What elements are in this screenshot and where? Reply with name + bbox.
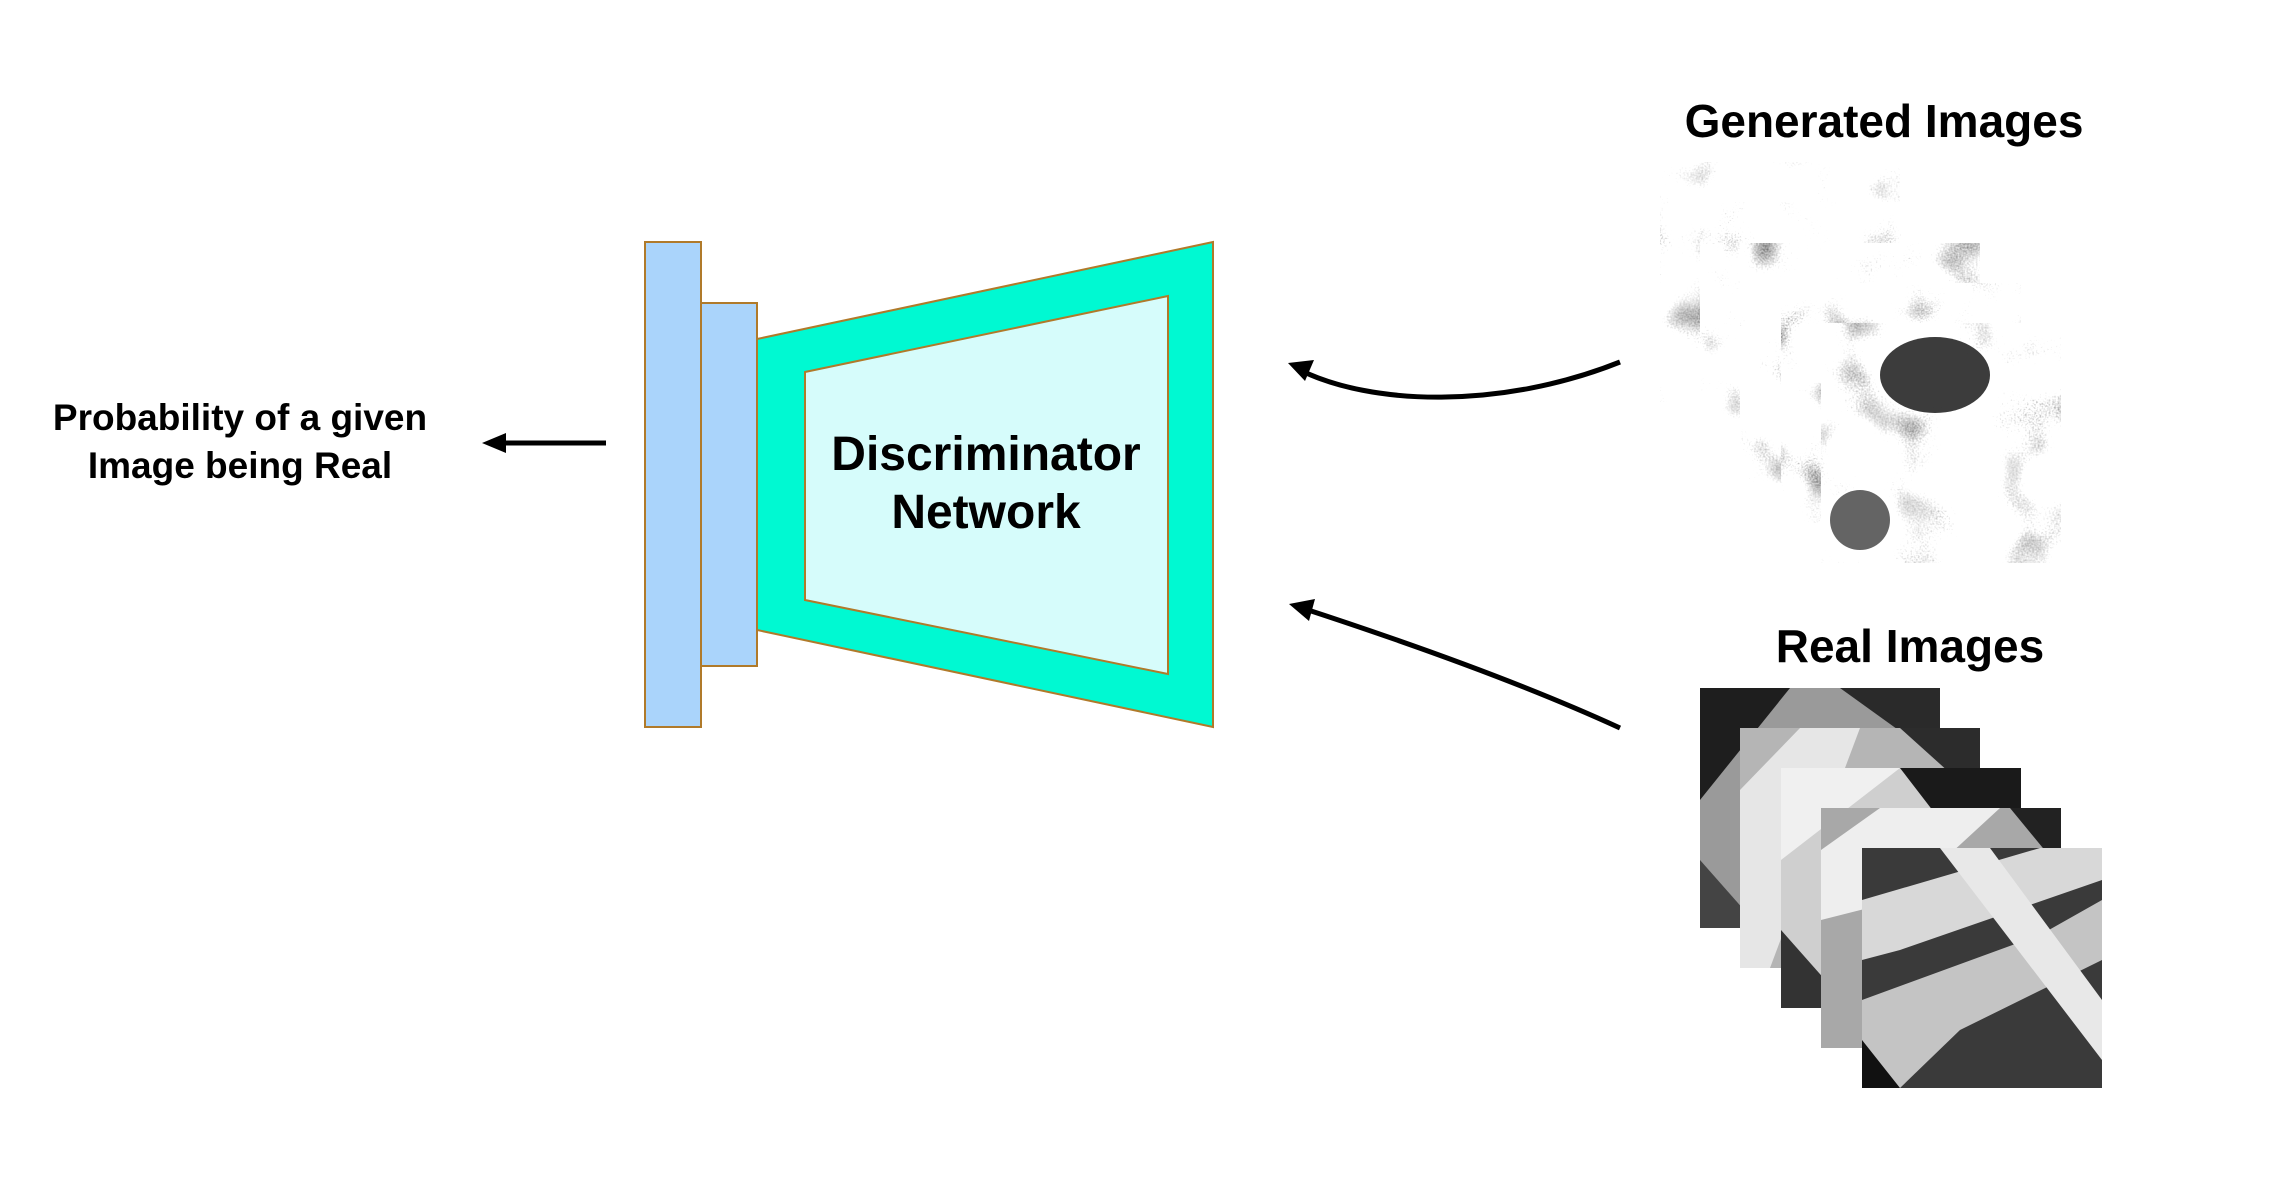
generated-images-label: Generated Images (1685, 95, 2084, 147)
real-images-label: Real Images (1776, 620, 2044, 672)
output-layer-outer (644, 241, 702, 728)
output-arrow (482, 433, 606, 453)
real-images-stack (1700, 688, 2102, 1088)
generated-image-5 (1821, 323, 2061, 563)
network-label-line2: Network (891, 486, 1081, 539)
real-image-5 (1862, 848, 2102, 1088)
network-label-line1: Discriminator (831, 428, 1140, 481)
output-label-line2: Image being Real (88, 445, 392, 486)
generated-images-stack (1660, 162, 2061, 563)
discriminator-trapezoid-inner (804, 294, 1169, 676)
output-layer-inner (700, 302, 758, 667)
generated-input-arrow (1288, 359, 1621, 400)
real-input-arrow (1289, 599, 1622, 731)
output-label-line1: Probability of a given (53, 397, 427, 438)
